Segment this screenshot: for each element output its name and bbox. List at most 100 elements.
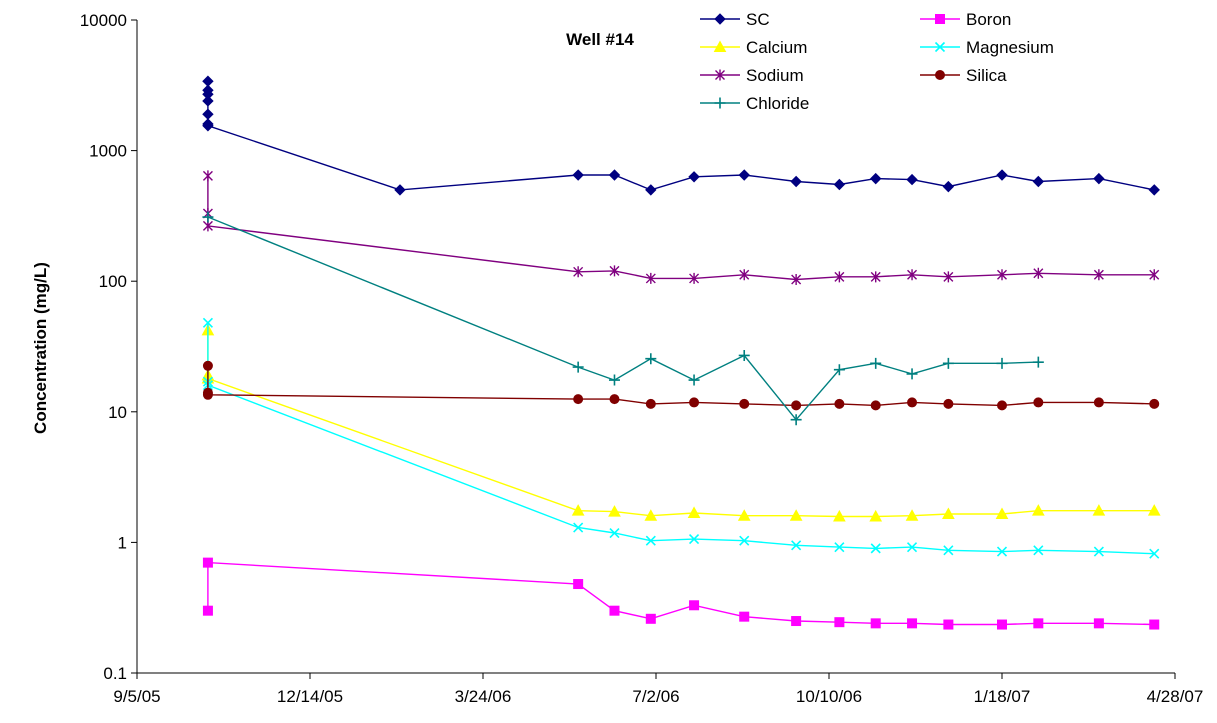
legend-swatch-marker — [935, 14, 945, 24]
boron-point — [689, 600, 700, 611]
legend-swatch-marker — [714, 13, 726, 25]
x-tick-label: 12/14/05 — [277, 687, 343, 706]
sodium-point — [997, 269, 1007, 281]
calcium-point — [1147, 504, 1161, 516]
silica-point — [907, 397, 918, 408]
x-tick-label: 1/18/07 — [974, 687, 1031, 706]
sc-point — [996, 169, 1008, 181]
legend-label: Calcium — [746, 38, 807, 57]
sc-point — [906, 173, 918, 186]
sodium-point — [1093, 269, 1104, 281]
sc-point — [394, 184, 406, 196]
x-tick-label: 7/2/06 — [632, 687, 679, 706]
magnesium-point — [834, 542, 845, 553]
chloride-point — [645, 353, 657, 365]
silica-point — [943, 398, 954, 409]
calcium-point — [644, 509, 658, 521]
legend-item-sc: SC — [700, 10, 770, 29]
series-silica — [202, 360, 1160, 411]
sodium-line — [207, 175, 1155, 281]
magnesium-point — [1149, 548, 1160, 559]
sc-point — [202, 120, 214, 132]
calcium-point — [1031, 504, 1045, 516]
magnesium-point — [609, 527, 620, 539]
magnesium-point — [688, 534, 700, 545]
sc-point — [942, 180, 955, 193]
chloride-point — [202, 211, 214, 223]
boron-point — [943, 619, 954, 630]
y-tick-label: 10 — [108, 403, 127, 422]
chloride-point — [833, 364, 845, 376]
series-layer — [201, 75, 1161, 630]
sodium-point — [202, 170, 213, 182]
series-magnesium — [202, 317, 1160, 559]
boron-point — [834, 617, 845, 628]
silica-line — [207, 365, 1155, 407]
sc-point — [1093, 172, 1105, 185]
boron-point — [1033, 618, 1044, 629]
sc-point — [870, 172, 882, 185]
legend-swatch-marker — [935, 70, 945, 80]
x-tick-label: 4/28/07 — [1147, 687, 1204, 706]
legend-label: SC — [746, 10, 770, 29]
chloride-point — [906, 368, 918, 380]
legend-item-chloride: Chloride — [700, 94, 809, 113]
silica-point — [997, 400, 1007, 411]
calcium-point — [942, 507, 955, 519]
legend-swatch-marker — [714, 97, 726, 109]
sodium-point — [609, 265, 620, 277]
chart-title: Well #14 — [566, 30, 634, 49]
boron-point — [202, 605, 213, 616]
calcium-point — [789, 509, 803, 521]
sodium-point — [645, 272, 656, 284]
boron-point — [907, 618, 918, 629]
silica-point — [1149, 398, 1160, 409]
magnesium-point — [739, 535, 750, 546]
chloride-point — [996, 357, 1008, 369]
boron-line — [207, 561, 1155, 626]
sodium-point — [689, 272, 700, 284]
y-tick-label: 1000 — [89, 142, 127, 161]
silica-point — [739, 398, 750, 409]
chloride-point — [790, 414, 802, 426]
sc-point — [833, 178, 846, 191]
series-boron — [202, 557, 1160, 630]
magnesium-point — [573, 522, 584, 533]
sc-point — [790, 175, 802, 188]
x-tick-label: 3/24/06 — [455, 687, 512, 706]
chloride-point — [688, 374, 700, 386]
legend-layer: SC Boron Calcium Magnesium Sodium Silica Chlor… — [700, 10, 1054, 113]
sodium-point — [1033, 267, 1044, 279]
magnesium-point — [202, 317, 213, 328]
silica-point — [573, 394, 584, 405]
sc-point — [608, 169, 621, 181]
calcium-point — [608, 505, 621, 517]
y-tick-label: 10000 — [80, 11, 127, 30]
magnesium-line — [207, 322, 1155, 555]
calcium-point — [1092, 504, 1106, 516]
silica-point — [870, 400, 881, 411]
silica-point — [791, 400, 802, 411]
boron-point — [791, 616, 802, 627]
calcium-point — [869, 509, 883, 522]
silica-point — [202, 389, 213, 400]
legend-swatch-marker — [934, 41, 946, 53]
chloride-point — [572, 361, 584, 373]
calcium-point — [905, 509, 919, 521]
sodium-point — [943, 271, 954, 283]
boron-point — [1093, 618, 1104, 629]
chloride-line — [207, 216, 1039, 421]
silica-point — [689, 397, 700, 408]
calcium-point — [687, 506, 701, 518]
series-chloride — [202, 211, 1044, 426]
boron-point — [997, 619, 1007, 630]
magnesium-point — [870, 543, 881, 554]
legend-label: Magnesium — [966, 38, 1054, 57]
x-tick-label: 10/10/06 — [796, 687, 862, 706]
sc-point — [1148, 184, 1160, 196]
legend-label: Boron — [966, 10, 1011, 29]
chloride-point — [608, 374, 620, 386]
magnesium-point — [943, 545, 954, 556]
